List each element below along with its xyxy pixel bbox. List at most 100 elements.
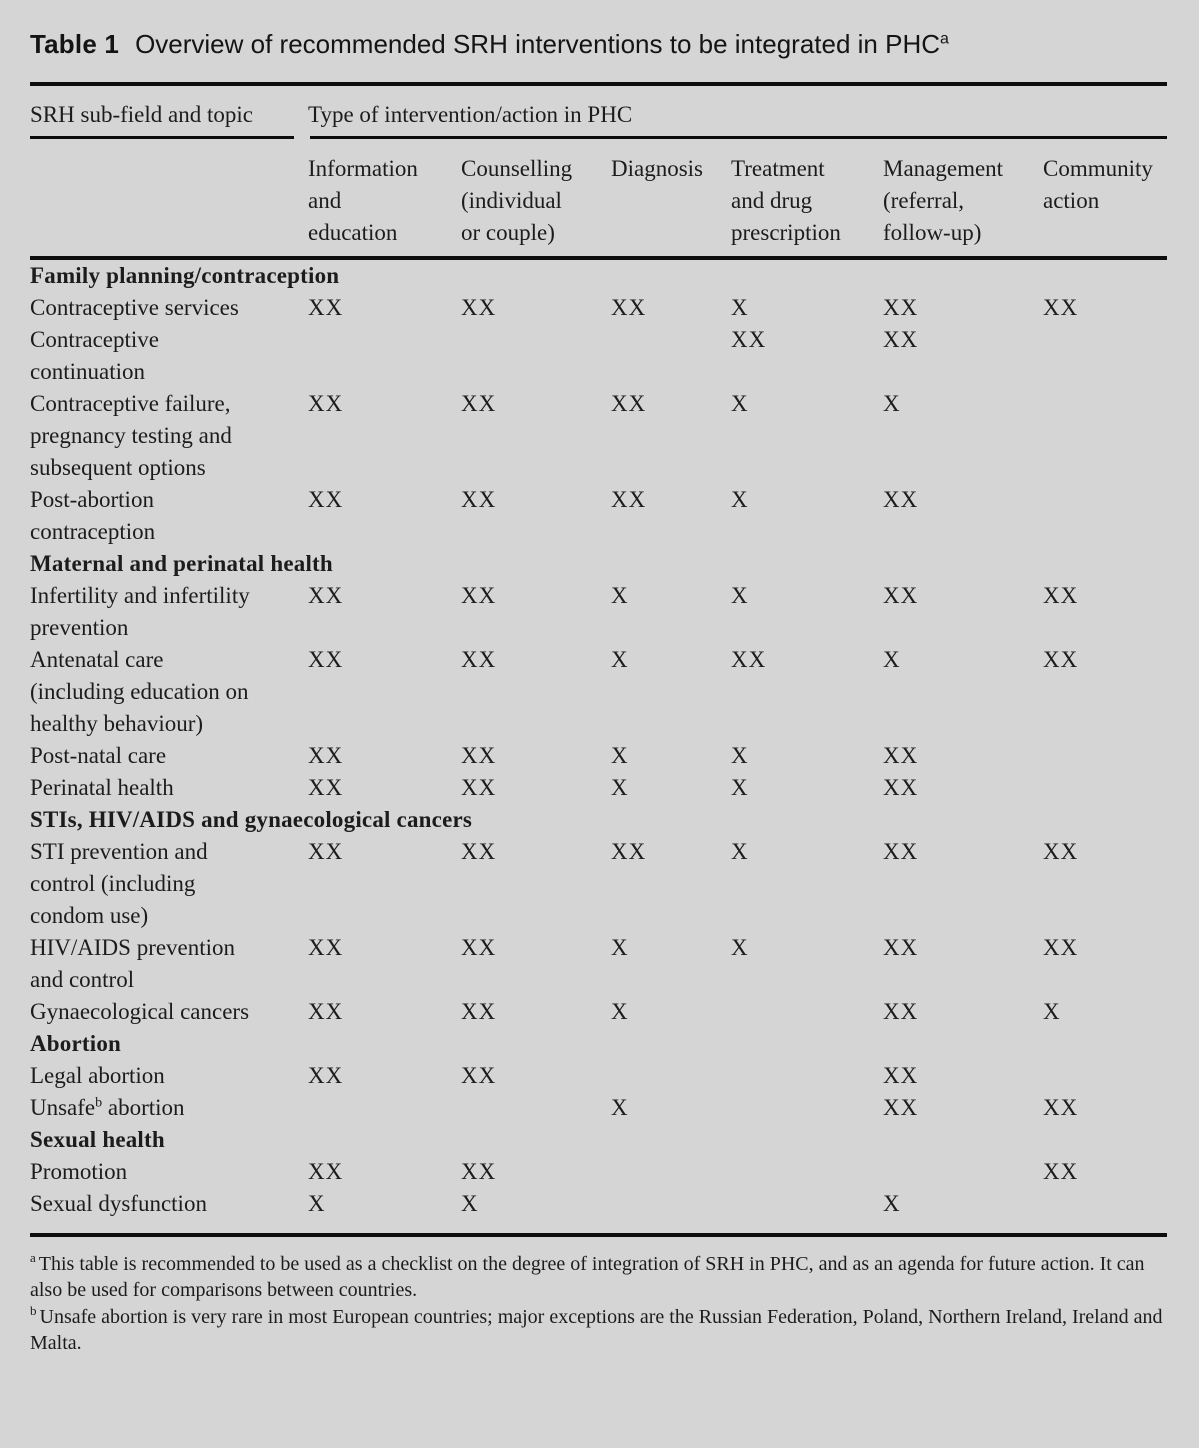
rule-gap <box>294 136 310 139</box>
table-row: Promotion XX XX XX <box>30 1156 1167 1188</box>
intervention-mark <box>611 1188 731 1220</box>
column-header-information-education: Information and education <box>308 156 418 245</box>
intervention-mark: XX <box>883 1095 919 1120</box>
footnote-b-ref: b <box>95 1095 103 1111</box>
intervention-mark <box>1043 324 1167 388</box>
intervention-mark: X <box>611 647 629 672</box>
intervention-mark <box>611 1060 731 1092</box>
intervention-mark: XX <box>1043 935 1079 960</box>
intervention-mark: XX <box>308 647 344 672</box>
table-row: Contraceptive services XX XX XX X XX XX <box>30 292 1167 324</box>
intervention-mark: X <box>611 743 629 768</box>
intervention-mark: X <box>731 743 749 768</box>
intervention-mark: XX <box>611 487 647 512</box>
table-top-rule <box>30 82 1167 86</box>
table-row: STI prevention and control (including co… <box>30 836 1167 932</box>
intervention-mark: X <box>731 583 749 608</box>
intervention-mark: XX <box>1043 1095 1079 1120</box>
intervention-mark: XX <box>883 487 919 512</box>
intervention-mark <box>883 1156 1043 1188</box>
intervention-mark <box>308 1092 461 1124</box>
intervention-mark: XX <box>611 391 647 416</box>
row-label: Antenatal care (including education on h… <box>30 647 249 736</box>
intervention-mark <box>308 324 461 388</box>
intervention-mark: XX <box>883 295 919 320</box>
intervention-mark <box>1043 1060 1167 1092</box>
intervention-mark: X <box>731 295 749 320</box>
intervention-mark <box>1043 772 1167 804</box>
row-label: Post-abortion contraception <box>30 487 156 544</box>
intervention-mark <box>1043 740 1167 772</box>
footnote-a-marker: a <box>30 1250 36 1266</box>
section-header-row: Sexual health <box>30 1124 1167 1156</box>
intervention-mark: XX <box>883 935 919 960</box>
intervention-mark: XX <box>1043 295 1079 320</box>
column-header-counselling: Counselling (individual or couple) <box>461 156 573 245</box>
header-spacer <box>30 153 308 249</box>
intervention-mark: XX <box>308 583 344 608</box>
intervention-mark: XX <box>883 775 919 800</box>
intervention-mark: XX <box>461 743 497 768</box>
intervention-mark: XX <box>461 839 497 864</box>
intervention-mark <box>731 1156 883 1188</box>
row-label: Contraceptive failure, pregnancy testing… <box>30 391 232 480</box>
table-row: Contraceptive failure, pregnancy testing… <box>30 388 1167 484</box>
row-label: Unsafeb abortion <box>30 1095 185 1120</box>
intervention-mark: XX <box>461 487 497 512</box>
footnote-b-marker: b <box>30 1303 37 1319</box>
row-label: Perinatal health <box>30 775 174 800</box>
intervention-mark: XX <box>308 839 344 864</box>
intervention-mark: XX <box>308 935 344 960</box>
intervention-mark: X <box>611 999 629 1024</box>
intervention-mark: XX <box>1043 647 1079 672</box>
intervention-mark: XX <box>461 1063 497 1088</box>
row-label: Promotion <box>30 1159 128 1184</box>
group-header-label: Type of intervention/action in PHC <box>308 102 633 127</box>
intervention-mark: X <box>611 1095 629 1120</box>
intervention-mark: XX <box>308 295 344 320</box>
intervention-mark: X <box>731 839 749 864</box>
intervention-mark: X <box>308 1191 326 1216</box>
intervention-mark: XX <box>461 391 497 416</box>
row-label: Infertility and infertility prevention <box>30 583 250 640</box>
row-label: Contraceptive continuation <box>30 327 160 384</box>
interventions-table: Family planning/contraception Contracepti… <box>30 260 1167 1220</box>
intervention-mark: XX <box>731 327 767 352</box>
intervention-mark: X <box>731 935 749 960</box>
intervention-mark <box>731 1092 883 1124</box>
section-name: Family planning/contraception <box>30 263 340 288</box>
table-row: Unsafeb abortion X XX XX <box>30 1092 1167 1124</box>
intervention-mark: XX <box>308 391 344 416</box>
intervention-mark <box>611 1156 731 1188</box>
row-label: Gynaecological cancers <box>30 999 250 1024</box>
footnotes: a This table is recommended to be used as… <box>30 1251 1167 1356</box>
intervention-mark: XX <box>308 775 344 800</box>
intervention-mark: XX <box>308 743 344 768</box>
table-row: Legal abortion XX XX XX <box>30 1060 1167 1092</box>
table-row: Post-abortion contraception XX XX XX X XX <box>30 484 1167 548</box>
intervention-mark: XX <box>461 935 497 960</box>
row-label: STI prevention and control (including co… <box>30 839 208 928</box>
intervention-mark: X <box>731 391 749 416</box>
intervention-mark: X <box>883 1191 901 1216</box>
intervention-mark: XX <box>1043 1159 1079 1184</box>
section-name: Maternal and perinatal health <box>30 551 333 576</box>
intervention-mark <box>731 996 883 1028</box>
header-separator-rules <box>30 136 1167 139</box>
row-label: Post-natal care <box>30 743 167 768</box>
intervention-mark: XX <box>883 1063 919 1088</box>
footnote-rule <box>30 1233 1167 1237</box>
table-header-row-1: SRH sub-field and topic Type of interven… <box>30 99 1167 131</box>
intervention-mark: XX <box>1043 839 1079 864</box>
section-header-row: Family planning/contraception <box>30 260 1167 292</box>
intervention-mark <box>1043 388 1167 484</box>
row-header-label: SRH sub-field and topic <box>30 102 253 127</box>
table-row: HIV/AIDS prevention and control XX XX X X XX X… <box>30 932 1167 996</box>
intervention-mark: XX <box>308 1063 344 1088</box>
intervention-mark: XX <box>308 1159 344 1184</box>
intervention-mark: XX <box>883 839 919 864</box>
table-row: Contraceptive continuation XX XX <box>30 324 1167 388</box>
intervention-mark: XX <box>883 743 919 768</box>
intervention-mark: XX <box>731 647 767 672</box>
